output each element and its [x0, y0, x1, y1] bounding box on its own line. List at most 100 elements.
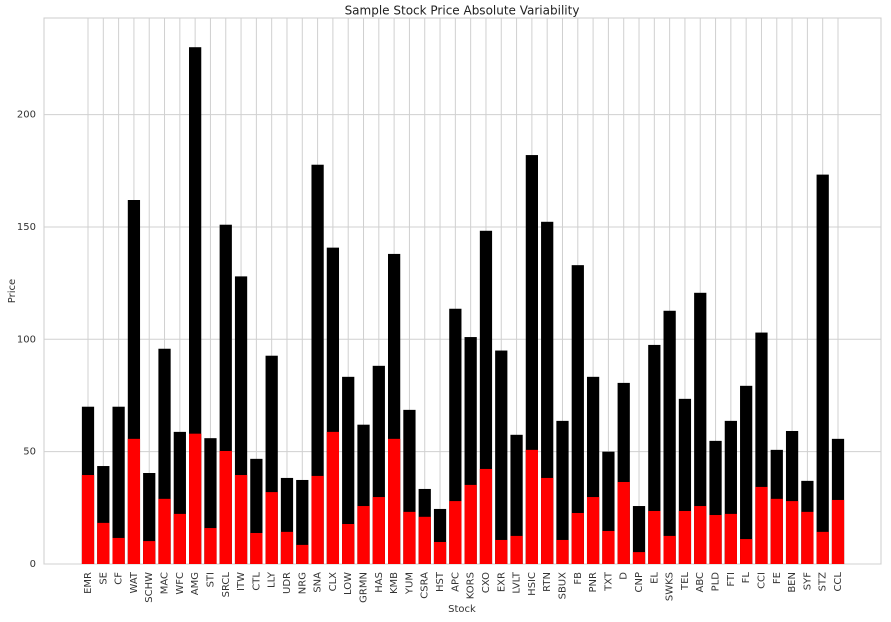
bar: [770, 498, 783, 564]
bar: [311, 164, 324, 564]
bar: [464, 484, 477, 564]
bar: [418, 516, 431, 564]
bar: [204, 528, 217, 564]
x-tick-label: D: [619, 572, 630, 580]
x-tick-label: CF: [114, 572, 125, 585]
x-tick-label: APC: [450, 572, 461, 592]
bar: [127, 438, 141, 564]
x-tick-label: LLY: [267, 571, 278, 588]
x-tick-label: WAT: [129, 571, 140, 593]
x-tick-label: TEL: [680, 572, 691, 591]
bar: [740, 539, 753, 564]
x-tick-label: SE: [98, 572, 109, 585]
bar: [158, 498, 171, 564]
y-tick-label: 50: [23, 447, 36, 458]
x-tick-label: CCL: [833, 572, 844, 592]
x-tick-label: CTL: [251, 572, 262, 591]
bar: [173, 513, 186, 564]
x-tick-label: AMG: [190, 572, 201, 595]
bar: [326, 431, 340, 564]
bar: [433, 541, 447, 564]
x-tick-label: CNP: [634, 572, 645, 593]
bar: [632, 552, 646, 564]
bar: [571, 265, 584, 564]
bar: [785, 501, 799, 564]
x-tick-label: SNA: [313, 572, 324, 593]
x-tick-label: TXT: [603, 571, 614, 592]
x-tick-label: EMR: [83, 572, 94, 594]
x-tick-label: PLD: [711, 572, 722, 592]
bar: [510, 434, 523, 564]
bar: [541, 477, 554, 564]
x-tick-label: EXR: [496, 572, 507, 592]
bar: [694, 292, 707, 564]
bar: [189, 433, 202, 564]
y-axis-label: Price: [7, 279, 18, 303]
bar: [632, 506, 646, 564]
bar: [816, 174, 829, 565]
bar: [831, 499, 845, 564]
bar: [663, 310, 676, 564]
x-tick-label: HSIC: [527, 572, 538, 596]
bar: [372, 497, 385, 564]
x-tick-label: FTI: [726, 572, 737, 587]
bar: [755, 486, 768, 564]
bar: [81, 475, 95, 564]
y-tick-label: 150: [17, 222, 36, 233]
bar: [449, 501, 462, 564]
x-tick-label: LOW: [343, 572, 354, 595]
x-tick-label: MAC: [160, 572, 171, 594]
x-tick-label: YUM: [404, 572, 415, 595]
bar: [678, 510, 692, 564]
bar: [602, 530, 615, 564]
bar: [265, 492, 278, 564]
x-tick-label: SYF: [802, 572, 813, 590]
x-tick-label: CCI: [756, 572, 767, 589]
x-tick-label: ITW: [236, 572, 247, 591]
x-tick-label: CLX: [328, 572, 339, 592]
x-tick-label: LVLT: [512, 571, 523, 594]
bar: [280, 531, 294, 564]
bar: [219, 450, 232, 564]
bar: [403, 511, 416, 564]
bar: [296, 544, 309, 564]
bar: [648, 510, 661, 564]
x-tick-label: SBUX: [557, 572, 568, 600]
bar: [724, 513, 737, 564]
bar: [525, 449, 538, 564]
bar: [694, 506, 707, 564]
bar: [143, 541, 156, 564]
bar: [617, 481, 630, 564]
x-tick-label: FL: [741, 572, 752, 584]
x-tick-label: RTN: [542, 572, 553, 592]
bar: [510, 535, 523, 564]
x-tick-label: WFC: [175, 572, 186, 595]
x-tick-label: HST: [435, 571, 446, 592]
bar: [586, 497, 600, 564]
x-tick-label: KORS: [466, 572, 477, 599]
x-tick-label: KMB: [389, 572, 400, 594]
y-tick-label: 200: [17, 110, 36, 121]
x-axis-label: Stock: [448, 604, 476, 615]
bar: [112, 406, 125, 564]
x-tick-label: NRG: [297, 572, 308, 594]
bar: [571, 512, 584, 564]
x-tick-label: FB: [573, 572, 584, 585]
x-tick-label: STI: [205, 572, 216, 587]
bar: [311, 475, 324, 564]
bar: [342, 376, 355, 564]
bar: [740, 385, 753, 564]
bar: [479, 468, 493, 564]
bar: [663, 535, 676, 564]
x-tick-label: SCHW: [144, 572, 155, 603]
x-tick-label: HAS: [374, 572, 385, 593]
x-tick-label: CXO: [481, 572, 492, 593]
bar: [648, 344, 661, 564]
bar: [556, 539, 569, 564]
x-tick-label: CSRA: [420, 572, 431, 599]
bar: [495, 350, 508, 564]
x-tick-label: ABC: [695, 572, 706, 593]
y-tick-label: 0: [30, 559, 36, 570]
x-tick-label: UDR: [282, 572, 293, 594]
bar: [342, 524, 355, 564]
